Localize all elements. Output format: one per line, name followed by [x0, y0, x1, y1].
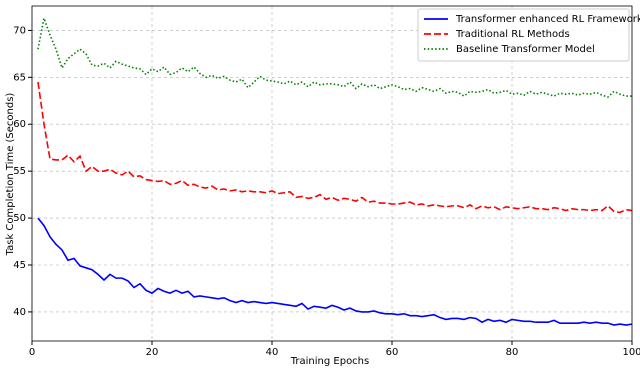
data-line	[37, 81, 633, 214]
x-tick-label: 40	[266, 347, 279, 358]
x-tick-label: 100	[622, 347, 640, 358]
data-line	[37, 217, 633, 326]
legend-label: Transformer enhanced RL Framework	[455, 14, 640, 25]
plot-frame	[31, 5, 633, 342]
x-tick-label: 20	[146, 347, 159, 358]
y-tick-label: 50	[13, 213, 26, 224]
legend-label: Baseline Transformer Model	[456, 44, 595, 55]
y-tick-label: 45	[13, 260, 26, 271]
data-line	[37, 15, 632, 98]
x-tick-label: 60	[386, 347, 399, 358]
x-axis-label: Training Epochs	[290, 356, 369, 367]
x-tick-label: 0	[29, 347, 35, 358]
y-tick-label: 65	[13, 72, 26, 83]
x-tick-label: 80	[506, 347, 519, 358]
y-tick-label: 70	[13, 25, 26, 36]
y-tick-label: 40	[13, 307, 26, 318]
y-tick-label: 55	[13, 166, 26, 177]
legend-box	[417, 8, 630, 62]
y-axis-label: Task Completion Time (Seconds)	[5, 93, 16, 257]
y-tick-label: 60	[13, 119, 26, 130]
legend-label: Traditional RL Methods	[455, 29, 570, 40]
